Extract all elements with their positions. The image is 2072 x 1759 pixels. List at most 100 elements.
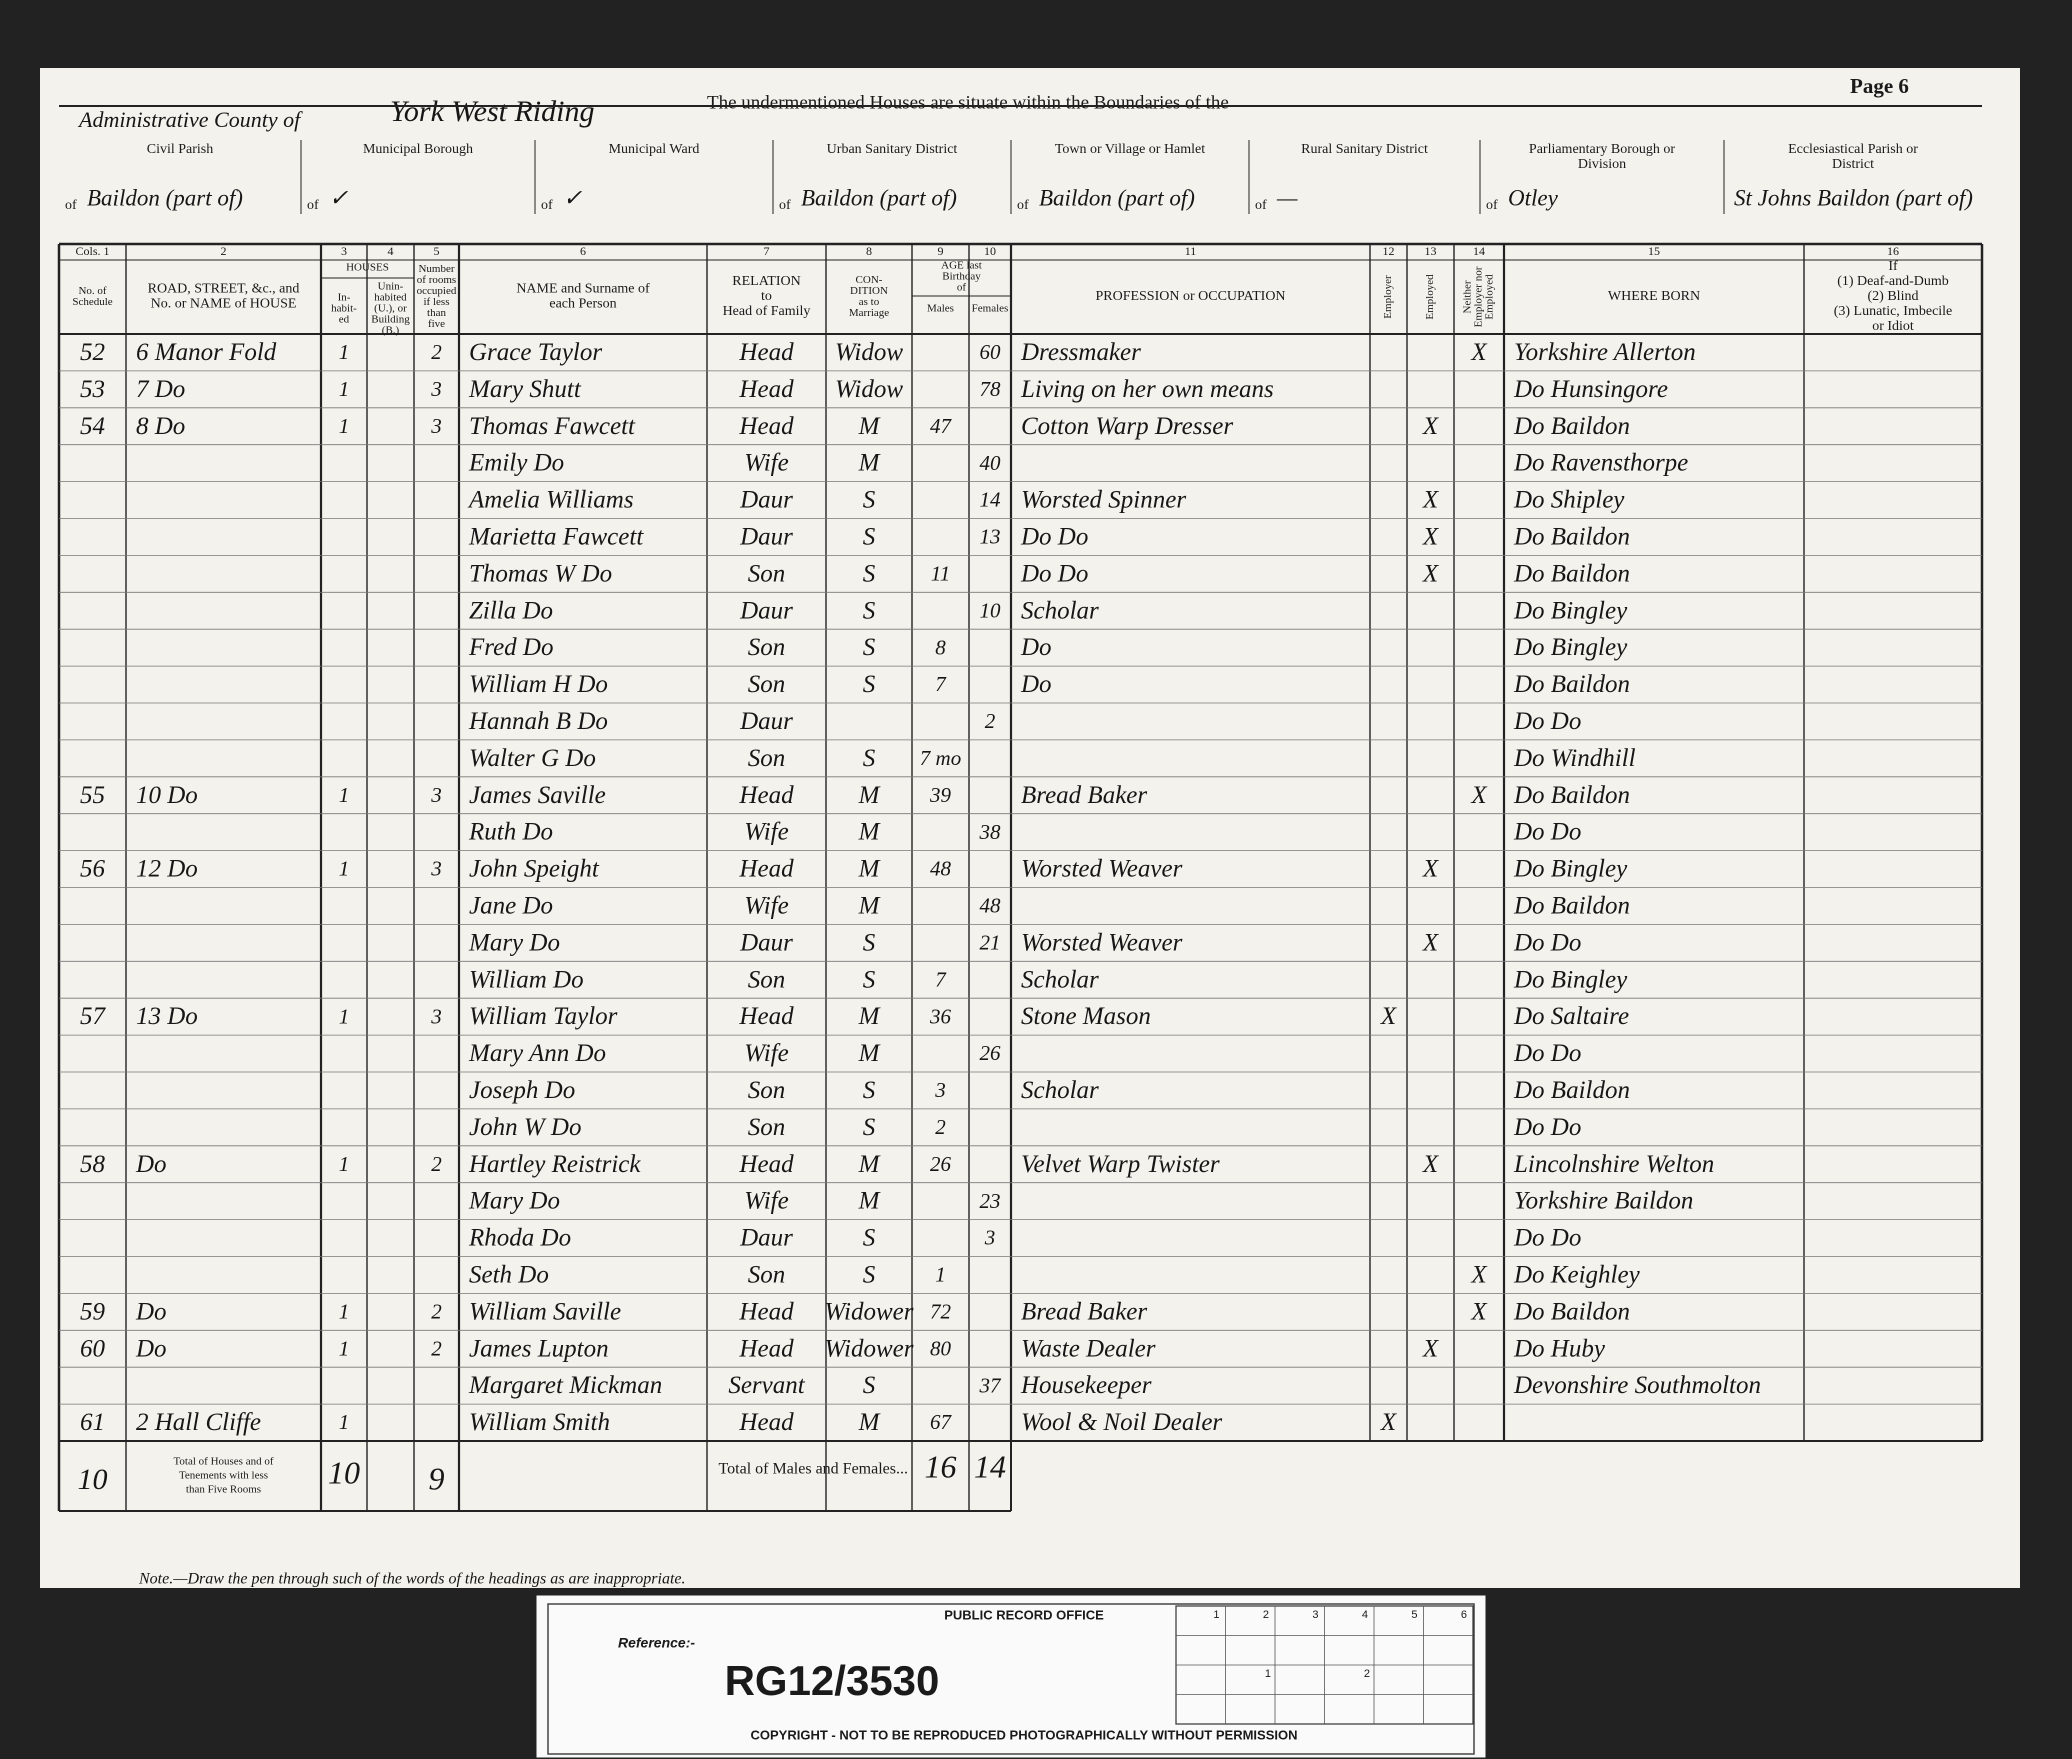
column-heading: RELATION	[732, 274, 800, 289]
cell-cond: S	[863, 560, 876, 587]
cell-name: Margaret Mickman	[468, 1372, 662, 1399]
cell-name: James Lupton	[469, 1335, 609, 1362]
cell-m: 3	[934, 1078, 946, 1102]
cell-f: 26	[980, 1041, 1002, 1065]
cell-rooms: 3	[430, 783, 442, 807]
cell-rel: Head	[738, 782, 794, 809]
cell-occ: Bread Baker	[1021, 782, 1147, 809]
cell-name: William Saville	[469, 1298, 621, 1325]
cell-addr: 13 Do	[136, 1003, 198, 1030]
column-number: 11	[1185, 244, 1197, 258]
column-heading: Unin-	[378, 281, 404, 293]
scale-label: 1	[1213, 1609, 1219, 1621]
column-heading: (3) Lunatic, Imbecile	[1834, 304, 1953, 319]
scale-label: 5	[1411, 1609, 1417, 1621]
column-heading: DITION	[850, 285, 888, 297]
total-houses-label: Total of Houses and of	[173, 1456, 273, 1468]
cell-name: Thomas Fawcett	[469, 413, 636, 440]
cell-ed: X	[1422, 1151, 1440, 1178]
district-label: Division	[1578, 157, 1626, 172]
cell-ed: X	[1422, 1335, 1440, 1362]
column-heading: (U.), or	[374, 303, 407, 315]
cell-occ: Dressmaker	[1020, 339, 1141, 366]
column-number: 2	[221, 244, 227, 258]
column-heading: If	[1888, 259, 1898, 274]
cell-name: Emily Do	[468, 450, 564, 477]
cell-m: 67	[930, 1410, 953, 1434]
cell-rel: Wife	[744, 819, 788, 846]
district-label: Ecclesiastical Parish or	[1788, 142, 1918, 157]
cell-f: 48	[980, 894, 1002, 918]
cell-cond: M	[858, 1151, 881, 1178]
cell-cond: Widower	[825, 1335, 914, 1362]
column-group-heading: HOUSES	[346, 262, 389, 274]
cell-born: Do Do	[1513, 1225, 1581, 1252]
cell-rooms: 3	[430, 414, 442, 438]
cell-sch: 60	[80, 1335, 106, 1362]
column-heading: Schedule	[72, 296, 112, 308]
column-heading: Females	[972, 303, 1009, 315]
cell-name: William Taylor	[469, 1003, 618, 1030]
cell-occ: Scholar	[1021, 597, 1099, 624]
cell-inh: 1	[339, 1410, 350, 1434]
cell-name: William Do	[469, 966, 584, 993]
column-number: 3	[341, 244, 347, 258]
cell-name: Walter G Do	[469, 745, 596, 772]
cell-cond: S	[863, 1114, 876, 1141]
cell-born: Do Baildon	[1513, 1298, 1630, 1325]
cell-born: Do Baildon	[1513, 893, 1630, 920]
cell-rel: Head	[738, 1003, 794, 1030]
cell-rel: Wife	[744, 893, 788, 920]
cell-inh: 1	[339, 1152, 350, 1176]
column-heading: to	[761, 289, 772, 304]
cell-rel: Daur	[739, 929, 793, 956]
county-label: Administrative County of	[77, 107, 303, 132]
cell-f: 40	[980, 451, 1002, 475]
cell-name: Amelia Williams	[467, 487, 634, 514]
cell-occ: Wool & Noil Dealer	[1021, 1409, 1222, 1436]
reference-inner-border	[547, 1603, 1475, 1755]
cell-name: Joseph Do	[469, 1077, 575, 1104]
cell-cond: S	[863, 1372, 876, 1399]
column-number: 5	[434, 244, 440, 258]
cell-m: 8	[935, 635, 946, 659]
cell-name: Rhoda Do	[468, 1225, 571, 1252]
cell-rel: Head	[738, 1298, 794, 1325]
column-heading: ed	[339, 314, 350, 326]
column-heading: habit-	[331, 303, 357, 315]
cell-cond: S	[863, 1262, 876, 1289]
cell-name: Thomas W Do	[469, 560, 612, 587]
cell-name: Marietta Fawcett	[468, 524, 644, 551]
cell-f: 23	[980, 1189, 1001, 1213]
cell-f: 14	[980, 488, 1002, 512]
total-houses-label: than Five Rooms	[186, 1484, 261, 1496]
column-heading: than	[427, 307, 446, 319]
cell-cond: S	[863, 597, 876, 624]
cell-name: John Speight	[469, 856, 600, 883]
total-females: 14	[974, 1448, 1006, 1484]
cell-cond: M	[858, 1040, 881, 1067]
cell-addr: 7 Do	[136, 376, 185, 403]
cell-f: 21	[980, 931, 1001, 955]
cell-born: Do Bingley	[1513, 966, 1628, 993]
cell-rel: Head	[738, 1335, 794, 1362]
cell-inh: 1	[339, 1300, 350, 1324]
cell-occ: Cotton Warp Dresser	[1021, 413, 1233, 440]
cell-occ: Worsted Weaver	[1021, 856, 1183, 883]
cell-cond: M	[858, 1003, 881, 1030]
cell-born: Do Do	[1513, 929, 1581, 956]
district-label: Municipal Borough	[363, 142, 473, 157]
cell-sch: 53	[80, 376, 105, 403]
cell-born: Do Saltaire	[1513, 1003, 1629, 1030]
cell-er: X	[1380, 1003, 1398, 1030]
cell-rooms: 2	[431, 1300, 442, 1324]
cell-name: Hannah B Do	[468, 708, 608, 735]
cell-sch: 56	[80, 856, 106, 883]
cell-rel: Son	[748, 1077, 786, 1104]
cell-cond: Widow	[835, 339, 903, 366]
column-number: 9	[938, 244, 944, 258]
column-heading: In-	[338, 292, 351, 304]
column-heading: or Idiot	[1872, 319, 1914, 334]
cell-nei: X	[1470, 1298, 1488, 1325]
